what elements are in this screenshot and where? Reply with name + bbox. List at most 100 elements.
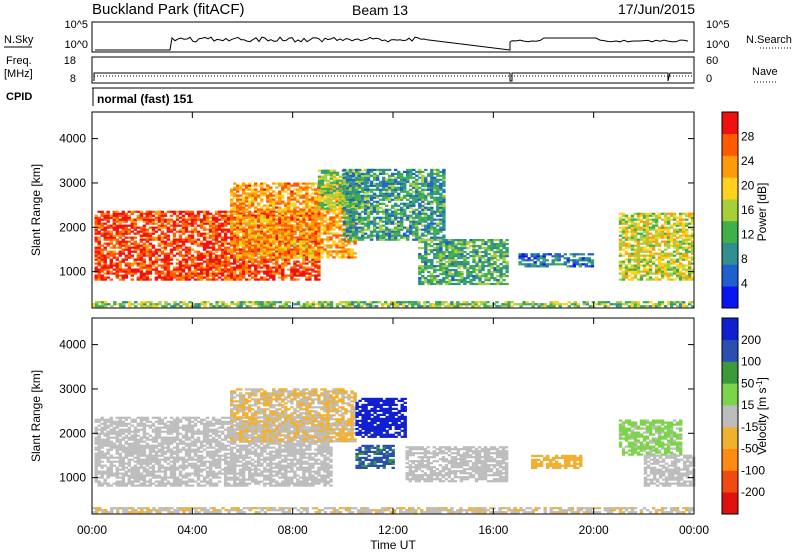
data-cell: [448, 265, 451, 267]
data-cell: [152, 221, 155, 223]
data-cell: [472, 255, 475, 257]
data-cell: [400, 227, 403, 229]
data-cell: [625, 251, 628, 253]
data-cell: [442, 267, 445, 269]
data-cell: [302, 267, 305, 269]
data-cell: [215, 231, 218, 233]
data-cell: [326, 252, 329, 254]
data-cell: [299, 195, 302, 197]
data-cell: [191, 277, 194, 279]
data-cell: [248, 214, 251, 216]
data-cell: [379, 229, 382, 231]
data-cell: [119, 235, 122, 237]
data-cell: [433, 267, 436, 269]
data-cell: [327, 190, 330, 192]
data-cell: [424, 219, 427, 221]
data-cell: [397, 187, 400, 189]
data-cell: [284, 261, 287, 263]
data-cell: [260, 259, 263, 261]
data-cell: [278, 230, 281, 232]
data-cell: [567, 259, 570, 261]
data-cell: [448, 243, 451, 245]
data-cell: [451, 239, 454, 241]
data-cell: [269, 267, 272, 269]
data-cell: [502, 243, 505, 245]
data-cell: [290, 205, 293, 207]
data-cell: [499, 251, 502, 253]
data-cell: [230, 275, 233, 277]
data-cell: [278, 267, 281, 269]
data-cell: [391, 219, 394, 221]
data-cell: [382, 185, 385, 187]
data-cell: [502, 275, 505, 277]
data-cell: [391, 195, 394, 197]
data-cell: [278, 203, 281, 205]
data-cell: [251, 201, 254, 203]
data-cell: [206, 217, 209, 219]
data-cell: [493, 279, 496, 281]
data-cell: [272, 236, 275, 238]
data-cell: [179, 229, 182, 231]
data-cell: [224, 223, 227, 225]
data-cell: [254, 267, 257, 269]
data-cell: [415, 209, 418, 211]
data-cell: [451, 243, 454, 245]
data-cell: [430, 189, 433, 191]
data-cell: [364, 177, 367, 179]
data-cell: [478, 283, 481, 285]
data-cell: [182, 255, 185, 257]
data-cell: [230, 220, 233, 222]
data-cell: [439, 243, 442, 245]
data-cell: [631, 227, 634, 229]
data-cell: [502, 247, 505, 249]
data-cell: [361, 239, 364, 241]
data-cell: [209, 279, 212, 281]
data-cell: [355, 213, 358, 215]
data-cell: [518, 257, 521, 259]
data-cell: [454, 283, 457, 285]
data-cell: [224, 211, 227, 213]
data-cell: [388, 193, 391, 195]
data-cell: [403, 215, 406, 217]
data-cell: [269, 195, 272, 197]
data-cell: [128, 231, 131, 233]
data-cell: [349, 215, 352, 217]
data-cell: [463, 281, 466, 283]
data-cell: [251, 232, 254, 234]
data-cell: [281, 240, 284, 242]
data-cell: [104, 261, 107, 263]
data-cell: [460, 243, 463, 245]
data-cell: [427, 173, 430, 175]
data-cell: [230, 208, 233, 210]
data-cell: [330, 202, 333, 204]
data-cell: [478, 255, 481, 257]
data-cell: [140, 237, 143, 239]
data-cell: [361, 179, 364, 181]
data-cell: [502, 273, 505, 275]
data-cell: [418, 237, 421, 239]
data-cell: [260, 267, 263, 269]
data-cell: [287, 218, 290, 220]
data-cell: [625, 269, 628, 271]
data-cell: [182, 215, 185, 217]
data-cell: [442, 207, 445, 209]
data-cell: [442, 259, 445, 261]
data-cell: [167, 235, 170, 237]
data-cell: [448, 269, 451, 271]
data-cell: [433, 269, 436, 271]
data-cell: [131, 273, 134, 275]
data-cell: [361, 211, 364, 213]
data-cell: [382, 181, 385, 183]
data-cell: [182, 221, 185, 223]
data-cell: [391, 189, 394, 191]
data-cell: [278, 185, 281, 187]
data-cell: [158, 255, 161, 257]
data-cell: [367, 175, 370, 177]
data-cell: [164, 275, 167, 277]
data-cell: [424, 263, 427, 265]
data-cell: [335, 242, 338, 244]
data-cell: [221, 239, 224, 241]
data-cell: [625, 243, 628, 245]
data-cell: [478, 251, 481, 253]
data-cell: [382, 179, 385, 181]
